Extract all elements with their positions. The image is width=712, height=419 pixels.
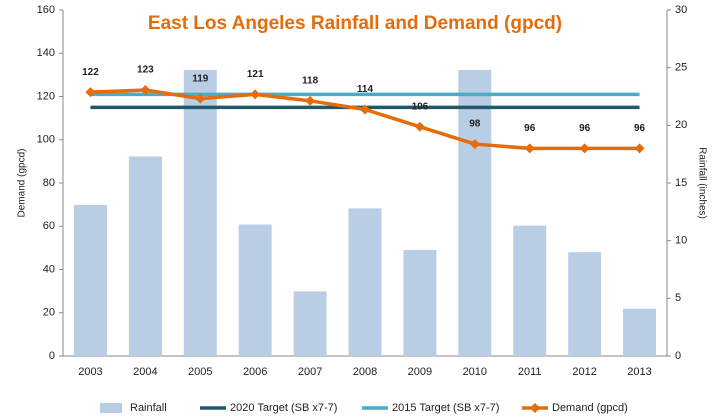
data-label: 122: [82, 67, 99, 78]
line: [90, 88, 640, 151]
x-tick-label: 2004: [133, 366, 157, 378]
marker: [85, 87, 96, 98]
legend-swatch: [100, 403, 122, 413]
marker: [305, 95, 316, 106]
x-tick-label: 2007: [298, 366, 322, 378]
y-tick-label: 0: [49, 350, 55, 362]
bar: [238, 224, 272, 356]
x-tick-label: 2013: [627, 366, 651, 378]
bar: [183, 69, 217, 357]
legend-label: 2020 Target (SB x7-7): [230, 402, 337, 414]
x-tick-label: 2009: [408, 366, 432, 378]
data-label: 96: [524, 123, 536, 134]
chart-title: East Los Angeles Rainfall and Demand (gp…: [148, 13, 562, 34]
x-tick-label: 2011: [518, 366, 542, 378]
bar: [293, 291, 327, 356]
y2-tick-label: 0: [675, 350, 681, 362]
bar: [458, 69, 492, 357]
marker: [579, 143, 590, 154]
data-label: 123: [137, 65, 154, 76]
data-label: 121: [247, 69, 264, 80]
marker: [195, 93, 206, 104]
y2-tick-label: 25: [675, 62, 687, 74]
y-axis-label: Demand (gpcd): [17, 149, 28, 218]
bar: [128, 156, 162, 356]
y2-tick-label: 5: [675, 292, 681, 304]
bar: [623, 308, 657, 356]
y-tick-label: 40: [43, 263, 55, 275]
legend-marker: [530, 403, 540, 413]
bar: [403, 249, 437, 356]
marker: [360, 104, 370, 115]
data-label: 114: [357, 84, 374, 95]
y2-tick-label: 30: [675, 4, 687, 16]
bar: [513, 225, 547, 356]
x-tick-label: 2012: [572, 366, 596, 378]
x-tick-label: 2006: [243, 366, 267, 378]
data-label: 106: [412, 101, 429, 112]
y2-tick-label: 20: [675, 119, 687, 131]
y2-tick-label: 15: [675, 177, 687, 189]
marker: [524, 143, 535, 154]
bar: [568, 252, 602, 356]
data-label: 96: [579, 123, 591, 134]
y-tick-label: 100: [37, 134, 55, 146]
marker: [469, 139, 480, 150]
data-label: 118: [302, 75, 319, 86]
x-tick-label: 2003: [78, 366, 102, 378]
legend-label: Rainfall: [130, 402, 167, 414]
x-tick-label: 2008: [353, 366, 377, 378]
x-tick-label: 2010: [463, 366, 487, 378]
y2-axis-label: Rainfall (inches): [696, 147, 707, 219]
marker: [414, 121, 425, 132]
y-tick-label: 60: [43, 220, 55, 232]
bar: [348, 208, 382, 356]
marker: [634, 143, 645, 154]
data-label: 96: [634, 123, 646, 134]
data-label: 119: [192, 73, 209, 84]
legend-label: Demand (gpcd): [552, 402, 628, 414]
bar: [73, 204, 107, 356]
y-tick-label: 80: [43, 177, 55, 189]
y-tick-label: 160: [37, 4, 55, 16]
y2-tick-label: 10: [675, 235, 687, 247]
data-label: 98: [469, 119, 481, 130]
x-tick-label: 2005: [188, 366, 212, 378]
marker: [140, 85, 151, 96]
legend-label: 2015 Target (SB x7-7): [392, 402, 499, 414]
y-tick-label: 120: [37, 90, 55, 102]
y-tick-label: 20: [43, 307, 55, 319]
y-tick-label: 140: [37, 47, 55, 59]
marker: [250, 89, 261, 100]
